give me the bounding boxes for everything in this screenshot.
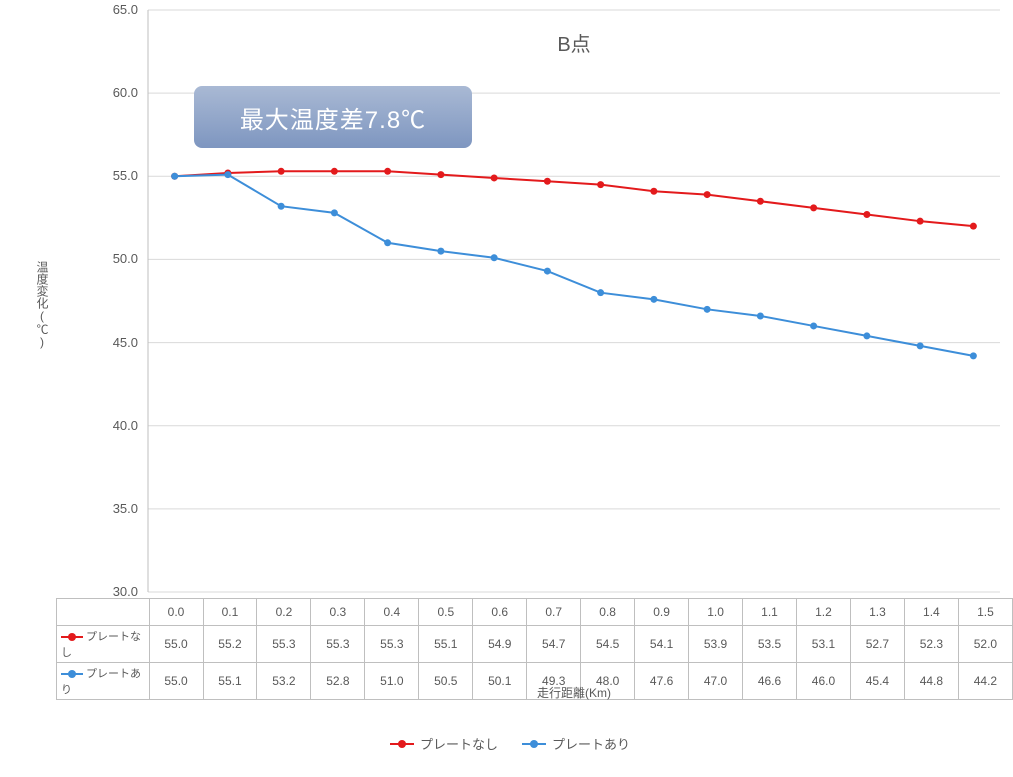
y-tick-label: 60.0 [88, 85, 138, 100]
y-tick-label: 40.0 [88, 418, 138, 433]
series-marker-0 [650, 188, 657, 195]
chart-title: B点 [514, 28, 634, 57]
table-series-label: プレートなし [57, 626, 150, 663]
series-marker-0 [917, 218, 924, 225]
series-line-1 [175, 175, 974, 356]
series-marker-1 [331, 209, 338, 216]
y-tick-label: 45.0 [88, 335, 138, 350]
y-tick-label: 50.0 [88, 251, 138, 266]
series-marker-1 [491, 254, 498, 261]
series-marker-1 [757, 312, 764, 319]
series-marker-1 [437, 248, 444, 255]
y-tick-label: 55.0 [88, 168, 138, 183]
legend-item: プレートなし [390, 734, 498, 753]
series-marker-1 [810, 322, 817, 329]
legend: プレートなし プレートあり [390, 734, 630, 753]
series-marker-1 [704, 306, 711, 313]
series-marker-0 [437, 171, 444, 178]
series-marker-0 [278, 168, 285, 175]
series-marker-0 [863, 211, 870, 218]
series-marker-0 [970, 223, 977, 230]
series-marker-1 [597, 289, 604, 296]
series-marker-0 [597, 181, 604, 188]
table-row: 0.00.10.20.30.40.50.60.70.80.91.01.11.21… [57, 599, 1013, 626]
series-marker-1 [171, 173, 178, 180]
y-tick-label: 30.0 [88, 584, 138, 599]
series-marker-1 [278, 203, 285, 210]
series-marker-1 [917, 342, 924, 349]
series-line-0 [175, 171, 974, 226]
legend-item: プレートあり [522, 734, 630, 753]
series-marker-1 [544, 268, 551, 275]
series-marker-1 [863, 332, 870, 339]
table-series-label: プレートあり [57, 663, 150, 700]
series-marker-0 [810, 204, 817, 211]
series-marker-0 [384, 168, 391, 175]
series-marker-0 [491, 174, 498, 181]
y-tick-label: 35.0 [88, 501, 138, 516]
series-marker-1 [224, 171, 231, 178]
series-marker-0 [757, 198, 764, 205]
series-marker-1 [384, 239, 391, 246]
y-tick-label: 65.0 [88, 2, 138, 17]
y-axis-label: 温度変化(℃) [34, 261, 51, 349]
series-marker-0 [331, 168, 338, 175]
series-marker-1 [650, 296, 657, 303]
x-axis-label: 走行距離(Km) [524, 684, 624, 701]
series-marker-0 [544, 178, 551, 185]
callout-max-temp-diff: 最大温度差7.8℃ [194, 86, 472, 148]
table-row: プレートなし55.055.255.355.355.355.154.954.754… [57, 626, 1013, 663]
series-marker-0 [704, 191, 711, 198]
series-marker-1 [970, 352, 977, 359]
